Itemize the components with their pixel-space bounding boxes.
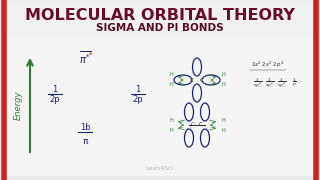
Text: 2p: 2p (50, 96, 60, 105)
Text: H: H (169, 73, 173, 78)
Text: C: C (191, 123, 195, 127)
Bar (5, 35, 315, 175)
Text: H: H (169, 118, 173, 123)
Text: $\frac{1}{sp^2}$: $\frac{1}{sp^2}$ (277, 76, 287, 90)
Text: $\frac{1}{sp^2}$: $\frac{1}{sp^2}$ (253, 76, 263, 90)
Text: H: H (221, 73, 225, 78)
Text: $\frac{1}{sp^2}$: $\frac{1}{sp^2}$ (265, 76, 275, 90)
Text: π: π (82, 138, 88, 147)
Text: C: C (200, 78, 204, 82)
Text: Leah4Sci: Leah4Sci (146, 165, 174, 170)
Text: SIGMA AND PI BONDS: SIGMA AND PI BONDS (96, 23, 224, 33)
Bar (5, 1, 315, 35)
Text: 1: 1 (52, 86, 58, 94)
Text: C: C (190, 78, 194, 82)
Text: H: H (169, 127, 173, 132)
Text: 1: 1 (135, 86, 140, 94)
Text: *: * (89, 52, 93, 58)
Text: $1s^2\ 2s^2\ 2p^3$: $1s^2\ 2s^2\ 2p^3$ (251, 60, 285, 70)
Text: $\overline{\pi^{*}}$: $\overline{\pi^{*}}$ (79, 50, 91, 66)
Text: C: C (199, 123, 203, 127)
Text: MOLECULAR ORBITAL THEORY: MOLECULAR ORBITAL THEORY (25, 8, 295, 22)
Text: H: H (169, 82, 173, 87)
Text: H: H (221, 82, 225, 87)
Text: Energy: Energy (13, 90, 22, 120)
Text: H: H (221, 127, 225, 132)
Text: 2p: 2p (133, 96, 143, 105)
Text: $\frac{1}{p}$: $\frac{1}{p}$ (292, 77, 296, 89)
Text: 1b: 1b (80, 123, 90, 132)
Text: H: H (221, 118, 225, 123)
